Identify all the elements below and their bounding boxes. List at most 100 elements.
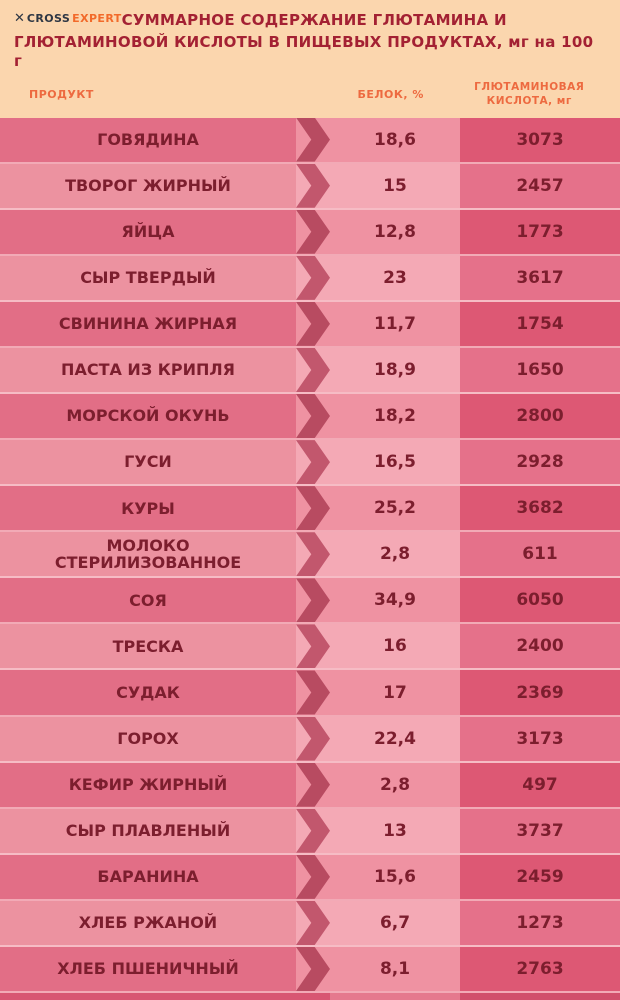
acid-value: 497 bbox=[522, 774, 558, 795]
product-name: ГОВЯДИНА bbox=[97, 129, 199, 149]
arrow-right-icon bbox=[296, 900, 330, 945]
acid-value: 2800 bbox=[516, 406, 564, 427]
protein-value: 23 bbox=[383, 267, 407, 288]
logo-text-cross: CROSS bbox=[26, 12, 71, 25]
acid-cell: 2928 bbox=[460, 440, 620, 485]
table-row: ПАСТА ИЗ КРИПЛЯ 18,9 1650 bbox=[0, 347, 620, 394]
product-name: КЕФИР ЖИРНЫЙ bbox=[68, 775, 228, 795]
acid-value: 3682 bbox=[516, 498, 564, 519]
product-name: ТВОРОГ ЖИРНЫЙ bbox=[65, 176, 231, 196]
product-cell: ГУСИ bbox=[0, 440, 296, 485]
acid-value: 2457 bbox=[516, 175, 564, 196]
product-cell: СУДАК bbox=[0, 670, 296, 715]
protein-cell: 16,5 bbox=[330, 440, 460, 485]
protein-value: 11,7 bbox=[374, 313, 416, 334]
protein-cell: 17 bbox=[330, 670, 460, 715]
page-title-line1: СУММАРНОЕ СОДЕРЖАНИЕ ГЛЮТАМИНА И bbox=[121, 11, 507, 29]
protein-value: 8,1 bbox=[379, 958, 411, 979]
protein-cell: 11,7 bbox=[330, 301, 460, 346]
product-name: СУДАК bbox=[116, 682, 180, 702]
arrow-right-icon bbox=[296, 209, 330, 254]
acid-cell: 2800 bbox=[460, 394, 620, 439]
product-cell: ПАСТА ИЗ КРИПЛЯ bbox=[0, 347, 296, 392]
acid-cell: 3682 bbox=[460, 486, 620, 531]
product-cell: БАРАНИНА bbox=[0, 854, 296, 899]
table-row: КУРЫ 25,2 3682 bbox=[0, 486, 620, 533]
product-cell: ХЛЕБ РЖАНОЙ bbox=[0, 900, 296, 945]
column-header-product: ПРОДУКТ bbox=[29, 88, 94, 102]
acid-value: 1754 bbox=[516, 313, 564, 334]
acid-value: 2763 bbox=[516, 958, 564, 979]
product-name: ХЛЕБ ПШЕНИЧНЫЙ bbox=[57, 959, 239, 979]
arrow-right-icon bbox=[296, 163, 330, 208]
acid-cell: 2763 bbox=[460, 946, 620, 992]
column-header-protein: БЕЛОК, % bbox=[357, 88, 424, 102]
footer-strip-mid bbox=[330, 993, 460, 1000]
product-name: ГОРОХ bbox=[117, 728, 179, 748]
column-headers: ПРОДУКТ БЕЛОК, % ГЛЮТАМИНОВАЯ КИСЛОТА, м… bbox=[14, 70, 606, 117]
table-row: СВИНИНА ЖИРНАЯ 11,7 1754 bbox=[0, 301, 620, 348]
acid-cell: 2457 bbox=[460, 163, 620, 208]
protein-value: 16 bbox=[383, 636, 407, 657]
protein-cell: 15,6 bbox=[330, 854, 460, 899]
protein-cell: 22,4 bbox=[330, 716, 460, 761]
protein-value: 12,8 bbox=[374, 221, 416, 242]
arrow-right-icon bbox=[296, 808, 330, 853]
product-name: КУРЫ bbox=[121, 498, 175, 518]
arrow-right-icon bbox=[296, 716, 330, 761]
product-cell: СОЯ bbox=[0, 578, 296, 623]
product-cell: ТРЕСКА bbox=[0, 624, 296, 669]
acid-value: 611 bbox=[522, 544, 558, 565]
product-cell: МОРСКОЙ ОКУНЬ bbox=[0, 394, 296, 439]
product-cell: ХЛЕБ ПШЕНИЧНЫЙ bbox=[0, 946, 296, 992]
arrow-right-icon bbox=[296, 440, 330, 485]
arrow-right-icon bbox=[296, 762, 330, 807]
footer-strip bbox=[0, 993, 620, 1000]
product-name: БАРАНИНА bbox=[97, 867, 199, 887]
acid-value: 2928 bbox=[516, 452, 564, 473]
product-name: ТРЕСКА bbox=[112, 636, 184, 656]
product-name: ХЛЕБ РЖАНОЙ bbox=[78, 913, 218, 933]
arrow-right-icon bbox=[296, 946, 330, 992]
protein-cell: 6,7 bbox=[330, 900, 460, 945]
product-cell: СЫР ТВЕРДЫЙ bbox=[0, 255, 296, 300]
arrow-right-icon bbox=[296, 578, 330, 623]
acid-cell: 3737 bbox=[460, 808, 620, 853]
arrow-right-icon bbox=[296, 255, 330, 300]
protein-value: 17 bbox=[383, 682, 407, 703]
protein-value: 25,2 bbox=[374, 498, 416, 519]
protein-cell: 15 bbox=[330, 163, 460, 208]
arrow-right-icon bbox=[296, 347, 330, 392]
arrow-right-icon bbox=[296, 486, 330, 531]
protein-value: 18,9 bbox=[374, 359, 416, 380]
table-body: ГОВЯДИНА 18,6 3073 ТВОРОГ ЖИРНЫЙ 15 2457… bbox=[0, 117, 620, 994]
acid-value: 1273 bbox=[516, 912, 564, 933]
acid-cell: 3617 bbox=[460, 255, 620, 300]
arrow-right-icon bbox=[296, 301, 330, 346]
arrow-right-icon bbox=[296, 117, 330, 162]
table-row: ГОВЯДИНА 18,6 3073 bbox=[0, 117, 620, 164]
acid-cell: 1650 bbox=[460, 347, 620, 392]
acid-value: 3737 bbox=[516, 820, 564, 841]
logo-x-icon: ✕ bbox=[14, 11, 25, 26]
acid-cell: 2459 bbox=[460, 854, 620, 899]
acid-cell: 497 bbox=[460, 762, 620, 807]
product-cell: ГОРОХ bbox=[0, 716, 296, 761]
protein-value: 18,6 bbox=[374, 129, 416, 150]
protein-cell: 18,9 bbox=[330, 347, 460, 392]
table-row: МОРСКОЙ ОКУНЬ 18,2 2800 bbox=[0, 394, 620, 441]
arrow-right-icon bbox=[296, 624, 330, 669]
protein-value: 15,6 bbox=[374, 866, 416, 887]
protein-value: 18,2 bbox=[374, 406, 416, 427]
header: ✕ CROSS EXPERT СУММАРНОЕ СОДЕРЖАНИЕ ГЛЮТ… bbox=[0, 0, 620, 118]
table-row: ТРЕСКА 16 2400 bbox=[0, 624, 620, 671]
protein-cell: 8,1 bbox=[330, 946, 460, 992]
acid-value: 3073 bbox=[516, 129, 564, 150]
protein-cell: 18,2 bbox=[330, 394, 460, 439]
crossexpert-logo: ✕ CROSS EXPERT bbox=[14, 9, 122, 25]
acid-cell: 1754 bbox=[460, 301, 620, 346]
product-cell: ЯЙЦА bbox=[0, 209, 296, 254]
protein-value: 6,7 bbox=[379, 912, 411, 933]
table-row: МОЛОКО СТЕРИЛИЗОВАННОЕ 2,8 611 bbox=[0, 532, 620, 579]
